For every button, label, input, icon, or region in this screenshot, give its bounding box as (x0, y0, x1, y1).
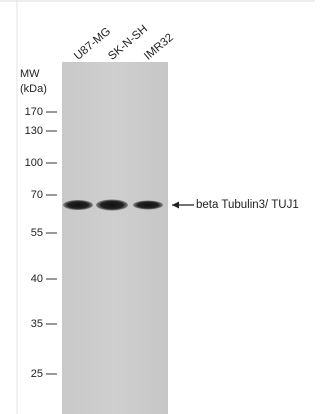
lane-label: SK-N-SH (106, 23, 150, 63)
band (96, 200, 128, 211)
marker-label: 100 (25, 157, 43, 169)
band (63, 200, 93, 210)
lane-label: U87-MG (72, 25, 113, 62)
marker-label: 40 (31, 273, 43, 285)
arrow-head (172, 202, 179, 209)
marker-label: 170 (25, 106, 43, 118)
marker-label: 130 (25, 125, 43, 137)
band-label: beta Tubulin3/ TUJ1 (196, 199, 299, 211)
mw-label: MW (20, 68, 40, 80)
band (133, 201, 163, 210)
membrane (62, 62, 168, 414)
marker-label: 25 (31, 368, 43, 380)
marker-label: 35 (31, 318, 43, 330)
marker-label: 70 (31, 189, 43, 201)
marker-label: 55 (31, 227, 43, 239)
mw-unit: (kDa) (20, 83, 47, 95)
blot-figure: MW (kDa) beta Tubulin3/ TUJ1 170 130 100 70… (0, 0, 315, 414)
lane-label: IMR32 (142, 32, 176, 63)
